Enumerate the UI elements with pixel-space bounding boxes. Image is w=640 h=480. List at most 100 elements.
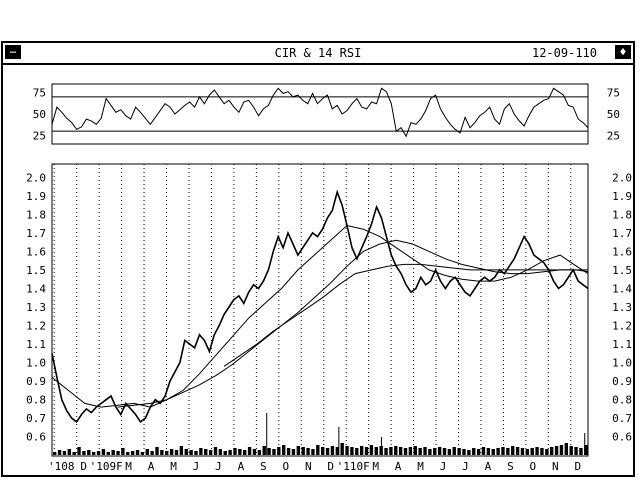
- volume-bar: [491, 449, 495, 455]
- volume-bar: [554, 446, 559, 455]
- volume-bar: [408, 447, 413, 455]
- price-y-tick-left: 1.2: [26, 320, 46, 333]
- x-tick-label: D: [574, 460, 581, 473]
- volume-bar: [204, 449, 208, 455]
- price-y-tick-right: 1.9: [612, 190, 632, 203]
- price-y-tick-left: 1.5: [26, 264, 46, 277]
- volume-bar: [437, 447, 442, 455]
- volume-bar: [179, 446, 184, 455]
- volume-bar: [228, 450, 232, 455]
- volume-bar: [96, 451, 101, 455]
- moving-average-line: [223, 263, 588, 367]
- volume-bar: [476, 449, 481, 455]
- x-tick-label: S: [507, 460, 514, 473]
- volume-bar: [398, 447, 403, 455]
- volume-bar: [423, 447, 427, 455]
- price-y-tick-right: 0.7: [612, 412, 632, 425]
- x-tick-label: '109F: [90, 460, 123, 473]
- volume-bar: [447, 449, 452, 455]
- rsi-y-tick-left: 25: [33, 129, 46, 142]
- volume-bar: [355, 448, 359, 455]
- volume-bar: [535, 447, 539, 455]
- x-tick-label: N: [305, 460, 312, 473]
- volume-bar: [218, 449, 223, 455]
- volume-bar: [564, 443, 569, 455]
- volume-bar: [62, 451, 67, 455]
- volume-bar: [345, 446, 349, 455]
- volume-bar: [208, 450, 213, 455]
- volume-bar: [525, 449, 530, 455]
- x-tick-label: A: [485, 460, 492, 473]
- volume-bar: [530, 448, 534, 455]
- window-date: 12-09-110: [531, 46, 597, 60]
- volume-bar: [384, 448, 388, 455]
- x-tick-label: J: [440, 460, 447, 473]
- x-tick-label: A: [395, 460, 402, 473]
- volume-bar: [301, 447, 305, 455]
- x-tick-label: '108: [48, 460, 75, 473]
- volume-bar: [101, 449, 106, 455]
- minus-box-icon[interactable]: −: [5, 45, 21, 59]
- volume-bar: [189, 450, 193, 455]
- volume-bar: [53, 452, 57, 455]
- rsi-y-tick-right: 75: [607, 87, 620, 100]
- volume-bar: [418, 448, 422, 455]
- volume-bar: [296, 446, 301, 455]
- volume-bar: [282, 445, 286, 455]
- volume-bar: [340, 443, 344, 455]
- price-y-tick-left: 1.7: [26, 227, 46, 240]
- volume-bar: [184, 449, 188, 455]
- price-y-tick-right: 1.0: [612, 357, 632, 370]
- rsi-panel-frame: [51, 83, 589, 145]
- volume-bar: [72, 452, 76, 455]
- volume-bar: [252, 449, 257, 455]
- volume-bar: [155, 447, 159, 455]
- volume-bar: [247, 447, 252, 455]
- volume-bar: [199, 448, 203, 455]
- price-y-tick-left: 1.4: [26, 282, 46, 295]
- volume-bar: [481, 447, 486, 455]
- volume-bar: [442, 448, 447, 455]
- volume-bar: [272, 449, 276, 455]
- price-y-tick-left: 2.0: [26, 171, 46, 184]
- volume-bar: [364, 447, 369, 455]
- volume-bar: [574, 447, 578, 455]
- x-tick-label: A: [238, 460, 245, 473]
- volume-bar: [467, 450, 471, 455]
- volume-bar: [135, 450, 140, 455]
- price-y-tick-left: 1.8: [26, 208, 46, 221]
- price-panel-frame: [51, 163, 589, 457]
- window-title: CIR & 14 RSI: [274, 46, 362, 60]
- x-tick-label: M: [372, 460, 379, 473]
- title-bar: − CIR & 14 RSI 12-09-110 ♦: [3, 43, 633, 65]
- diamond-arrows-icon[interactable]: ♦: [615, 45, 631, 59]
- volume-bar: [316, 445, 320, 455]
- price-y-tick-right: 1.5: [612, 264, 632, 277]
- x-tick-label: O: [530, 460, 537, 473]
- volume-bar: [91, 452, 96, 455]
- volume-bar: [140, 452, 145, 455]
- volume-bar: [145, 449, 149, 455]
- x-tick-label: D: [327, 460, 334, 473]
- price-y-tick-left: 0.8: [26, 394, 46, 407]
- volume-bar: [550, 447, 554, 455]
- x-tick-label: J: [215, 460, 222, 473]
- volume-bar: [150, 451, 154, 455]
- price-y-tick-left: 0.9: [26, 375, 46, 388]
- volume-bar: [413, 446, 417, 455]
- volume-bar: [515, 447, 520, 455]
- volume-bar: [486, 448, 491, 455]
- price-y-tick-left: 1.0: [26, 357, 46, 370]
- price-y-tick-right: 1.8: [612, 208, 632, 221]
- volume-bar: [394, 446, 398, 455]
- price-y-tick-left: 0.7: [26, 412, 46, 425]
- volume-bar: [569, 446, 573, 455]
- volume-bar: [520, 448, 525, 455]
- price-y-tick-left: 1.9: [26, 190, 46, 203]
- rsi-line: [51, 87, 589, 138]
- volume-bar: [584, 445, 588, 455]
- volume-bar: [462, 449, 466, 455]
- x-tick-label: D: [80, 460, 87, 473]
- volume-bar: [67, 449, 71, 455]
- volume-bar: [374, 447, 378, 455]
